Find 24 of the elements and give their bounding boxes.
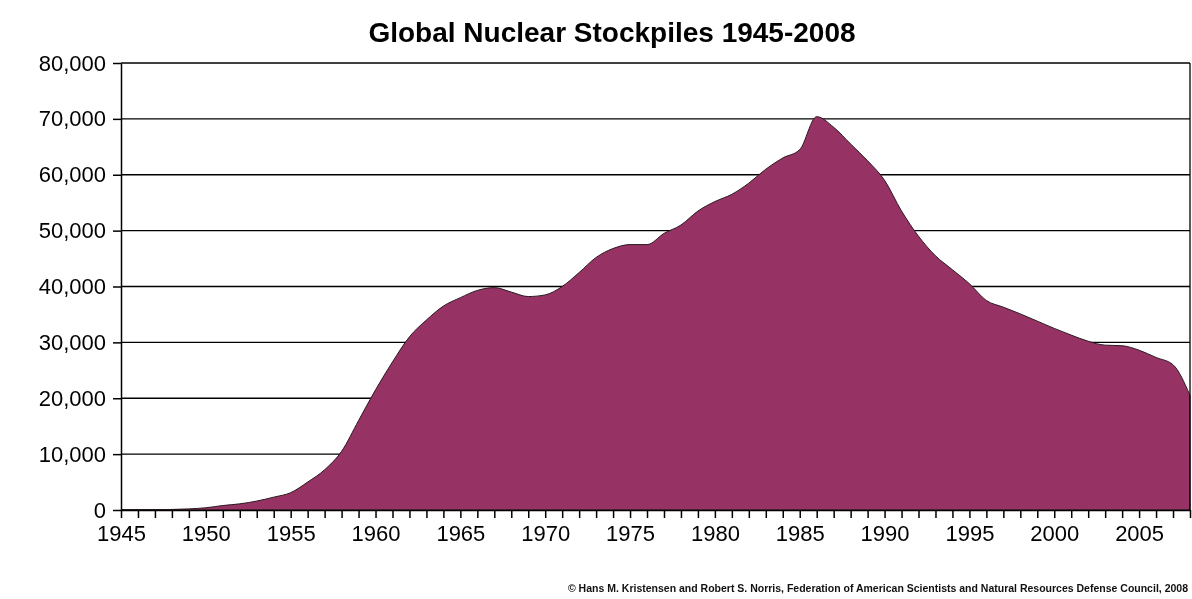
y-tick-label: 60,000 (38, 162, 106, 188)
x-tick-label: 1980 (690, 520, 740, 546)
x-tick-label: 1955 (266, 520, 316, 546)
y-tick-label: 50,000 (38, 218, 106, 244)
y-tick-label: 20,000 (38, 385, 106, 411)
y-tick-label: 80,000 (38, 50, 106, 76)
x-tick-label: 1945 (97, 520, 146, 546)
y-tick-label: 40,000 (38, 274, 106, 300)
text: © Hans M. Kristensen and Robert S. Norris, Federation of American Scientists and Natural Resources Defense Council, 2008 (567, 582, 1189, 594)
x-tick-label: 1985 (775, 520, 825, 546)
x-tick-label: 1970 (521, 520, 571, 546)
x-tick-label: 1965 (436, 520, 486, 546)
y-tick-label: 0 (93, 497, 106, 523)
x-tick-label: 1995 (945, 520, 995, 546)
y-tick-label: 70,000 (38, 106, 106, 132)
x-tick-label: 1960 (351, 520, 401, 546)
x-tick-label: 2005 (1115, 520, 1165, 546)
y-tick-label: 10,000 (38, 441, 106, 467)
x-tick-label: 1950 (181, 520, 231, 546)
y-tick-label: 30,000 (38, 329, 106, 355)
chart-title: Global Nuclear Stockpiles 1945-2008 (368, 17, 856, 48)
x-tick-label: 2000 (1030, 520, 1080, 546)
x-tick-label: 1975 (606, 520, 656, 546)
x-tick-label: 1990 (860, 520, 910, 546)
